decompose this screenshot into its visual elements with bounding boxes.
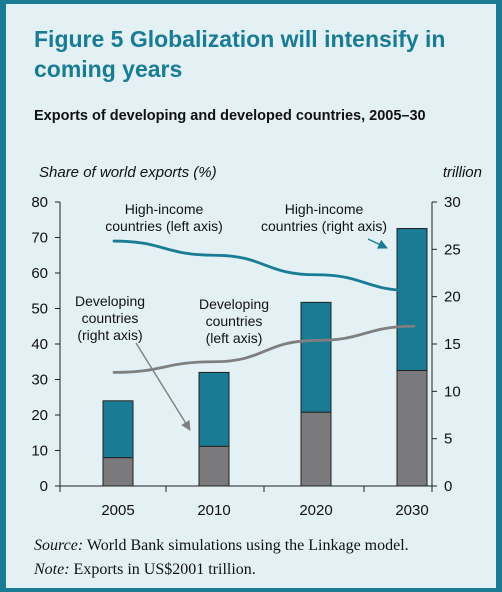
annotation-high-income-right: High-income countries (right axis) (261, 201, 387, 234)
x-tick-label: 2010 (197, 502, 230, 519)
footnotes: Source: World Bank simulations using the… (34, 534, 494, 582)
bar-high-income (396, 228, 428, 372)
right-tick-label: 15 (444, 336, 461, 353)
left-tick-label: 20 (31, 407, 48, 424)
x-tick-label: 2005 (101, 502, 134, 519)
annotation-high-income-right-line: High-income (285, 201, 364, 217)
left-tick-label: 70 (31, 230, 48, 247)
figure-title: Figure 5 Globalization will intensify in… (34, 26, 446, 82)
annotation-developing-left-line: (left axis) (206, 330, 263, 346)
bar-high-income (300, 301, 332, 413)
right-tick-label: 5 (444, 431, 452, 448)
right-tick-label: 10 (444, 383, 461, 400)
x-tick-label: 2020 (299, 502, 332, 519)
annotation-developing-right: Developing countries (right axis) (75, 293, 145, 343)
bar-high-income (102, 400, 134, 459)
annotation-developing-right-line: countries (82, 310, 139, 326)
annotation-developing-right-line: (right axis) (77, 327, 142, 343)
bar-developing (198, 445, 230, 487)
source-text: World Bank simulations using the Linkage… (83, 537, 409, 554)
left-tick-label: 10 (31, 443, 48, 460)
right-tick-label: 25 (444, 241, 461, 258)
bar-developing (396, 370, 428, 487)
left-tick-label: 0 (40, 478, 48, 495)
source-label: Source: (34, 537, 84, 554)
line-developing-left (112, 324, 416, 374)
exports-note: Note: Exports in US$2001 trillion. (34, 558, 494, 582)
figure-subtitle: Exports of developing and developed coun… (34, 108, 426, 124)
right-tick-label: 0 (444, 478, 452, 495)
annotation-developing-left-line: Developing (199, 296, 269, 312)
bar-high-income (198, 371, 230, 447)
right-tick-label: 20 (444, 289, 461, 306)
left-tick-label: 50 (31, 301, 48, 318)
source-note: Source: World Bank simulations using the… (34, 534, 494, 558)
left-tick-label: 30 (31, 372, 48, 389)
annotation-high-income-right-line: countries (right axis) (261, 218, 387, 234)
arrow-high-income-right (367, 238, 388, 249)
annotation-high-income-left-line: High-income (125, 201, 204, 217)
left-axis-title: Share of world exports (%) (39, 164, 217, 181)
note-text: Exports in US$2001 trillion. (69, 561, 256, 578)
left-tick-label: 60 (31, 265, 48, 282)
line-high-income-left (112, 239, 416, 293)
annotation-developing-right-line: Developing (75, 293, 145, 309)
bar-developing (300, 411, 332, 487)
right-tick-label: 30 (444, 194, 461, 211)
arrow-developing-right (135, 342, 191, 431)
annotation-developing-left-line: countries (206, 313, 263, 329)
right-axis-title: trillion (442, 164, 482, 181)
annotation-high-income-left-line: countries (left axis) (105, 218, 222, 234)
left-tick-label: 80 (31, 194, 48, 211)
annotation-high-income-left: High-income countries (left axis) (105, 201, 222, 234)
left-tick-label: 40 (31, 336, 48, 353)
bar-developing (102, 457, 134, 487)
x-tick-label: 2030 (395, 502, 428, 519)
annotation-developing-left: Developing countries (left axis) (199, 296, 269, 346)
note-label: Note: (34, 561, 70, 578)
